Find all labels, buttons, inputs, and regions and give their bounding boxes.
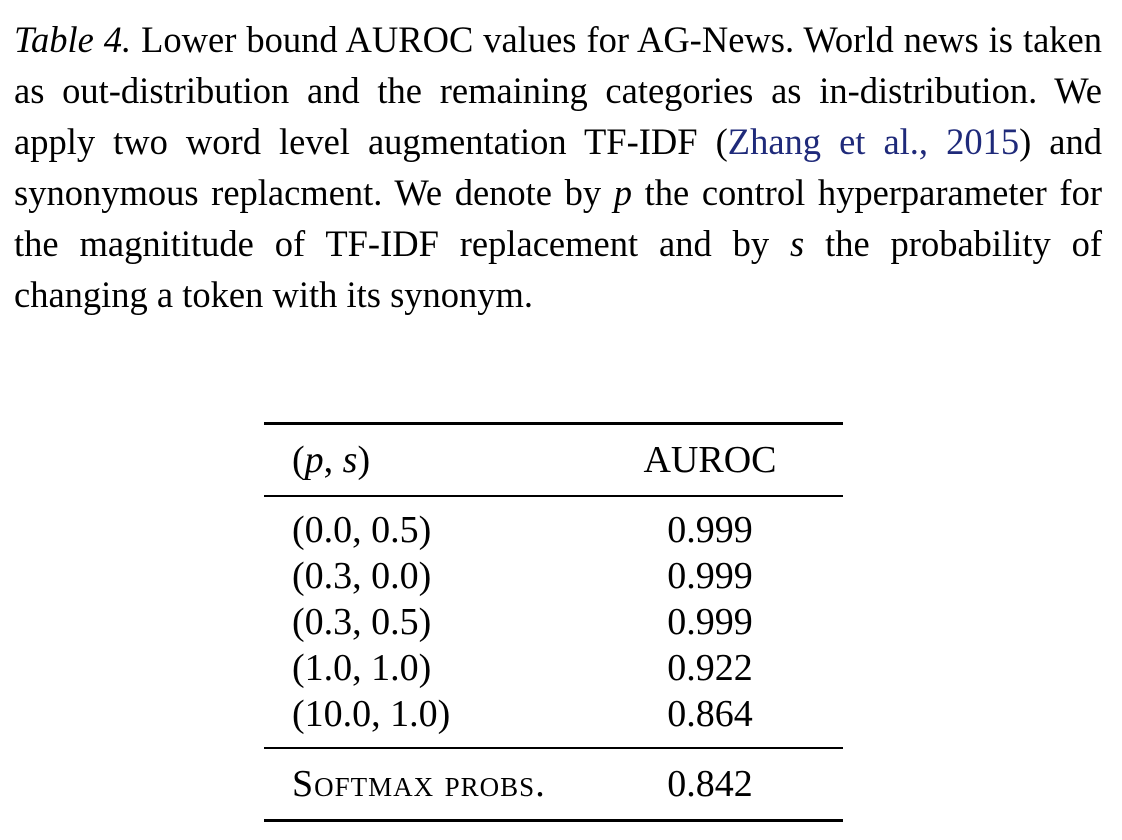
row-auroc: 0.999 bbox=[667, 555, 753, 597]
caption-text-1: Lower bound AUROC values for AG-News. Wo… bbox=[14, 19, 1102, 162]
caption-text-2: ) and synonymous replacment. We denote b… bbox=[14, 121, 1102, 213]
row-params: (0.3, 0.0) bbox=[292, 555, 432, 597]
row-auroc: 0.864 bbox=[667, 693, 753, 735]
citation-link[interactable]: Zhang et al., 2015 bbox=[727, 121, 1020, 162]
baseline-auroc: 0.842 bbox=[667, 763, 753, 805]
table-row: (0.3, 0.5) 0.999 bbox=[264, 599, 843, 645]
results-table: (p, s) AUROC (0.0, 0.5) 0.999 (0.3, 0.0) 0.… bbox=[264, 422, 843, 822]
caption-var-s: s bbox=[789, 223, 805, 264]
header-row: (p, s) AUROC bbox=[264, 423, 843, 497]
table-row: (0.0, 0.5) 0.999 bbox=[264, 496, 843, 553]
baseline-row: Softmax probs. 0.842 bbox=[264, 748, 843, 821]
table-row: (1.0, 1.0) 0.922 bbox=[264, 645, 843, 691]
row-auroc: 0.922 bbox=[667, 647, 753, 689]
baseline-label: Softmax probs. bbox=[292, 763, 546, 805]
row-params: (0.0, 0.5) bbox=[292, 509, 432, 551]
row-params: (10.0, 1.0) bbox=[292, 693, 451, 735]
row-params: (0.3, 0.5) bbox=[292, 601, 432, 643]
row-params: (1.0, 1.0) bbox=[292, 647, 432, 689]
caption-text-3: the control hyperparameter for the magni… bbox=[14, 172, 1102, 264]
header-auroc: AUROC bbox=[643, 439, 777, 481]
results-table-container: (p, s) AUROC (0.0, 0.5) 0.999 (0.3, 0.0) 0.… bbox=[264, 422, 843, 822]
table-row: (10.0, 1.0) 0.864 bbox=[264, 691, 843, 748]
table-caption: Table 4. Lower bound AUROC values for AG… bbox=[14, 14, 1102, 320]
caption-label: Table 4. bbox=[14, 19, 132, 60]
data-rows: (0.0, 0.5) 0.999 (0.3, 0.0) 0.999 (0.3, 0.5)… bbox=[264, 496, 843, 748]
caption-var-p: p bbox=[613, 172, 632, 213]
row-auroc: 0.999 bbox=[667, 509, 753, 551]
row-auroc: 0.999 bbox=[667, 601, 753, 643]
header-params-text: (p, s) bbox=[292, 439, 371, 481]
table-row: (0.3, 0.0) 0.999 bbox=[264, 553, 843, 599]
caption-text-4: the probability of changing a token with… bbox=[14, 223, 1102, 315]
baseline-section: Softmax probs. 0.842 bbox=[264, 748, 843, 821]
header-params: (p, s) bbox=[264, 424, 605, 497]
